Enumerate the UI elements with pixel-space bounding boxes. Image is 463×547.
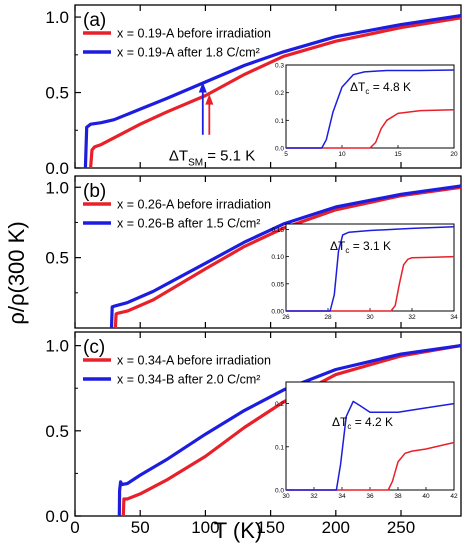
y-tick-label: 0.0 — [45, 507, 69, 526]
x-tick-label: 0 — [70, 518, 79, 537]
inset-y-tick-label: 0.1 — [275, 118, 284, 125]
panel-frame — [74, 4, 462, 169]
arrowhead-after — [198, 81, 207, 93]
y-tick-label: 0.5 — [45, 84, 69, 103]
inset-series-line-1 — [286, 109, 455, 149]
inset-x-tick-label: 42 — [450, 493, 458, 500]
inset-series-line-2 — [286, 69, 455, 149]
inset-y-tick-label: 0.00 — [271, 309, 284, 316]
inset-2: 26 28 30 32 34 0.00 0.05 0.10 0.15 ΔTc = 3.1 K — [271, 223, 458, 321]
arrowhead-before — [205, 94, 214, 105]
inset-frame — [285, 223, 455, 312]
y-axis-label: ρ/ρ(300 K) — [4, 221, 29, 324]
inset-y-tick-label: 0.1 — [275, 444, 284, 451]
inset-series-line-1 — [286, 255, 455, 312]
x-tick-label: 200 — [322, 518, 350, 537]
legend-entry: x = 0.34-A before irradiation — [117, 354, 271, 368]
inset-3: 30 32 34 36 38 40 42 0.0 0.1 0.2 ΔTc = 4.2 K — [275, 381, 458, 500]
inset-y-tick-label: 0.2 — [275, 401, 284, 408]
inset-x-tick-label: 26 — [282, 314, 290, 321]
inset-x-tick-label: 34 — [450, 314, 458, 321]
inset-y-tick-label: 0.0 — [275, 488, 284, 495]
legend-entry: x = 0.34-B after 2.0 C/cm² — [117, 373, 260, 387]
inset-x-tick-label: 32 — [310, 493, 318, 500]
inset-y-tick-label: 0.0 — [275, 146, 284, 153]
series-line-1 — [89, 16, 462, 169]
y-tick-label: 0.0 — [45, 159, 69, 178]
x-tick-label: 250 — [387, 518, 415, 537]
inset-delta-tc-label: ΔTc = 4.2 K — [332, 415, 393, 431]
inset-x-tick-label: 34 — [338, 493, 346, 500]
panel-label: (b) — [83, 181, 106, 202]
inset-x-tick-label: 38 — [394, 493, 402, 500]
panel-2: 0.5 1.0 (b) x = 0.26-A before irradiation x … — [45, 175, 462, 329]
inset-series-line-2 — [286, 225, 455, 312]
series-line-2 — [117, 344, 462, 517]
inset-series-line-1 — [286, 441, 455, 491]
legend-entry: x = 0.19-A before irradiation — [117, 27, 271, 41]
inset-delta-tc-label: ΔTc = 3.1 K — [330, 239, 391, 255]
inset-x-tick-label: 30 — [282, 493, 290, 500]
inset-series-line-2 — [286, 400, 455, 491]
inset-y-tick-label: 0.15 — [271, 227, 284, 234]
inset-x-tick-label: 36 — [366, 493, 374, 500]
panel-1: 0.0 0.5 1.0 (a) x = 0.19-A before irradiatio… — [45, 4, 462, 178]
x-axis: 0 50 100 150 200 250 — [70, 518, 415, 537]
series-line-2 — [109, 184, 462, 329]
inset-x-tick-label: 5 — [284, 151, 288, 158]
inset-x-tick-label: 30 — [366, 314, 374, 321]
x-axis-label: T (K) — [214, 518, 262, 543]
panel-frame — [74, 331, 462, 517]
inset-y-tick-label: 0.10 — [271, 254, 284, 261]
y-tick-label: 1.0 — [45, 8, 69, 27]
y-tick-label: 1.0 — [45, 178, 69, 197]
inset-y-tick-label: 0.2 — [275, 90, 284, 97]
inset-x-tick-label: 15 — [394, 151, 402, 158]
x-tick-label: 50 — [131, 518, 150, 537]
inset-x-tick-label: 10 — [338, 151, 346, 158]
legend-entry: x = 0.26-A before irradiation — [117, 198, 271, 212]
x-tick-label: 150 — [256, 518, 284, 537]
legend-entry: x = 0.26-B after 1.5 C/cm² — [117, 217, 260, 231]
inset-y-tick-label: 0.3 — [275, 63, 284, 70]
delta-tsm-annotation: ΔTSM = 5.1 K — [169, 147, 255, 168]
series-line-1 — [121, 344, 462, 517]
inset-x-tick-label: 20 — [450, 151, 458, 158]
y-tick-label: 1.0 — [45, 337, 69, 356]
inset-frame — [285, 64, 455, 149]
panel-frame — [74, 175, 462, 329]
panel-label: (a) — [83, 10, 106, 31]
inset-1: 5 10 15 20 0.0 0.1 0.2 0.3 ΔTc = 4.8 K — [275, 63, 458, 159]
inset-x-tick-label: 40 — [422, 493, 430, 500]
x-tick-label: 100 — [191, 518, 219, 537]
series-line-1 — [113, 185, 462, 329]
panel-label: (c) — [83, 337, 105, 358]
series-line-2 — [83, 14, 462, 169]
y-tick-label: 0.5 — [45, 249, 69, 268]
y-tick-label: 0.5 — [45, 422, 69, 441]
inset-delta-tc-label: ΔTc = 4.8 K — [350, 80, 411, 96]
inset-x-tick-label: 28 — [324, 314, 332, 321]
inset-x-tick-label: 32 — [408, 314, 416, 321]
panel-3: 0.0 0.5 1.0 (c) x = 0.34-A before irradiatio… — [45, 331, 462, 526]
inset-y-tick-label: 0.05 — [271, 281, 284, 288]
inset-frame — [285, 381, 455, 491]
legend-entry: x = 0.19-A after 1.8 C/cm² — [117, 46, 260, 60]
